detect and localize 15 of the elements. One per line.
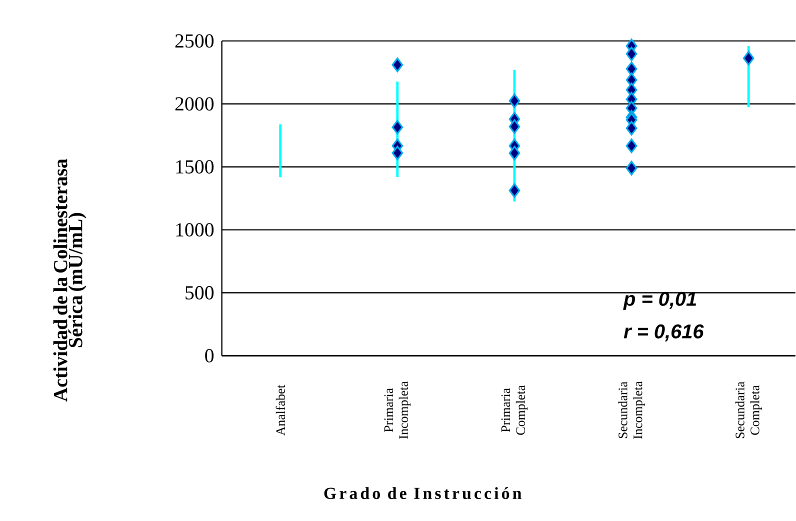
y-tick-label: 1500 bbox=[176, 160, 214, 174]
x-tick-label: Secundaria Completa bbox=[735, 382, 762, 438]
x-tick-label: Secundaria Incompleta bbox=[618, 381, 645, 440]
x-tick-label: Analfabet bbox=[276, 384, 285, 436]
y-tick-label: 2000 bbox=[175, 97, 214, 111]
x-axis-title: Grado de Instrucción bbox=[324, 487, 522, 500]
y-tick-label: 0 bbox=[205, 349, 214, 363]
y-tick-label: 2500 bbox=[175, 34, 214, 48]
annotation: r = 0,616 bbox=[624, 324, 704, 342]
x-tick-label: Primaria Completa bbox=[501, 385, 528, 436]
y-tick-label: 500 bbox=[186, 286, 214, 300]
y-axis-title: Actividad de la Colinesterasa Sérica (mU/mL) bbox=[53, 159, 86, 402]
y-tick-label: 1000 bbox=[176, 223, 214, 237]
annotation: p = 0,01 bbox=[623, 292, 696, 310]
x-tick-label: Primaria Incompleta bbox=[384, 381, 411, 440]
